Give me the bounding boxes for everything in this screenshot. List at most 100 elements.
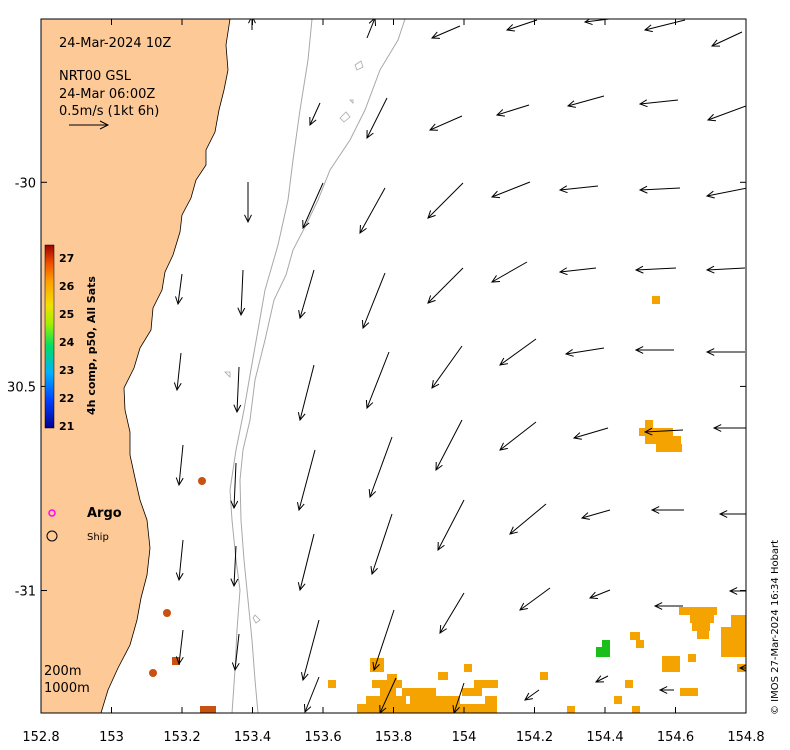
current-vector [309, 102, 321, 127]
current-vector [653, 602, 683, 610]
current-vector [366, 19, 377, 39]
current-vector [588, 589, 611, 600]
x-tick-label: 154.8 [727, 730, 764, 745]
y-tick-label: -30 [15, 176, 36, 191]
current-vector [244, 182, 252, 224]
current-vector [650, 506, 684, 514]
y-axis-tick-labels: -30 30.5 -31 [7, 176, 36, 599]
coastline-land [41, 19, 230, 713]
current-vector [372, 609, 395, 672]
current-vector [173, 352, 182, 392]
current-vector [558, 185, 599, 194]
current-vector [301, 619, 320, 682]
current-vector [175, 629, 184, 666]
coastline-line [100, 19, 231, 713]
current-vector [638, 99, 679, 108]
colorbar-tick-label: 21 [59, 420, 74, 433]
colorbar-tick-label: 23 [59, 364, 74, 377]
current-vector [368, 436, 393, 499]
x-tick-label: 154.2 [516, 730, 553, 745]
current-vector [706, 105, 746, 122]
y-tick-label: 30.5 [7, 380, 36, 395]
colorbar-tick-label: 26 [59, 280, 75, 293]
x-tick-label: 153.6 [304, 730, 341, 745]
current-vector [237, 269, 246, 317]
current-vector [230, 545, 239, 588]
current-vector [303, 676, 320, 713]
contour-detail [224, 60, 364, 624]
current-vector [365, 351, 390, 410]
colorbar-tick-label: 24 [59, 336, 75, 349]
current-vector [490, 181, 531, 199]
current-vector [366, 97, 388, 140]
current-vector [430, 25, 461, 39]
current-vector [634, 265, 677, 274]
x-tick-label: 152.8 [22, 730, 59, 745]
current-vector [566, 95, 605, 108]
current-vector [643, 19, 686, 33]
current-vector [435, 419, 463, 472]
contour-1000m [239, 19, 406, 713]
current-vector [564, 347, 605, 357]
ship-legend-label: Ship [87, 532, 109, 543]
depth-label-200m: 200m [44, 664, 81, 679]
x-tick-label: 154.4 [586, 730, 623, 745]
current-vector [175, 539, 184, 582]
current-vector [519, 587, 551, 611]
current-vector [231, 633, 240, 672]
current-vector [712, 424, 746, 432]
scale-label: 0.5m/s (1kt 6h) [59, 104, 159, 119]
ship-legend-marker [46, 530, 58, 542]
current-vector [233, 366, 242, 414]
x-tick-label: 154.6 [657, 730, 694, 745]
current-vector [297, 449, 316, 512]
current-vector [594, 675, 609, 683]
current-vector [297, 533, 315, 592]
current-vector [491, 261, 528, 283]
current-vector [495, 104, 530, 117]
current-vector [499, 338, 537, 366]
y-tick-label: -31 [15, 585, 36, 600]
current-vector [230, 462, 239, 510]
current-vector [302, 182, 324, 230]
x-tick-label: 153.8 [375, 730, 412, 745]
current-vector [580, 509, 611, 520]
colorbar-label: 4h comp, p50, All Sats [85, 276, 98, 415]
current-vector [379, 677, 397, 713]
current-vector [509, 503, 547, 535]
argo-legend-label: Argo [87, 506, 122, 521]
colorbar-tick-label: 27 [59, 252, 74, 265]
credit-label: © IMOS 27-Mar-2024 16:34 Hobart [770, 540, 781, 715]
colorbar-tick-label: 25 [59, 308, 74, 321]
x-axis-tick-labels: 152.8 153 153.2 153.4 153.6 153.8 154 154.2 154.… [22, 730, 764, 745]
current-vector [710, 31, 743, 47]
product-label: NRT00 GSL [59, 69, 132, 84]
colorbar-tick-labels: 27 26 25 24 23 22 21 [59, 252, 75, 433]
current-vector [361, 272, 386, 330]
sst-patch-brown [172, 657, 216, 713]
current-vector [175, 444, 184, 487]
current-vector [428, 115, 463, 131]
current-vector [439, 592, 465, 634]
current-vector [705, 265, 746, 274]
sst-patch-green [596, 640, 610, 657]
current-vector [499, 421, 537, 451]
argo-legend-marker [48, 509, 56, 517]
current-vector [297, 364, 315, 422]
product-time-label: 24-Mar 06:00Z [59, 87, 155, 102]
current-vector [634, 346, 674, 354]
current-vector [298, 269, 315, 320]
current-vector [572, 427, 609, 440]
current-vector [643, 427, 684, 436]
x-tick-label: 154 [452, 730, 477, 745]
current-vectors [173, 19, 746, 713]
argo-floats [149, 477, 206, 677]
current-vector [658, 686, 674, 694]
current-vector [638, 185, 681, 194]
current-vector [437, 499, 465, 552]
scale-arrow [69, 120, 110, 130]
current-vector [524, 689, 540, 701]
current-vector [359, 187, 386, 235]
current-vector [431, 345, 463, 389]
